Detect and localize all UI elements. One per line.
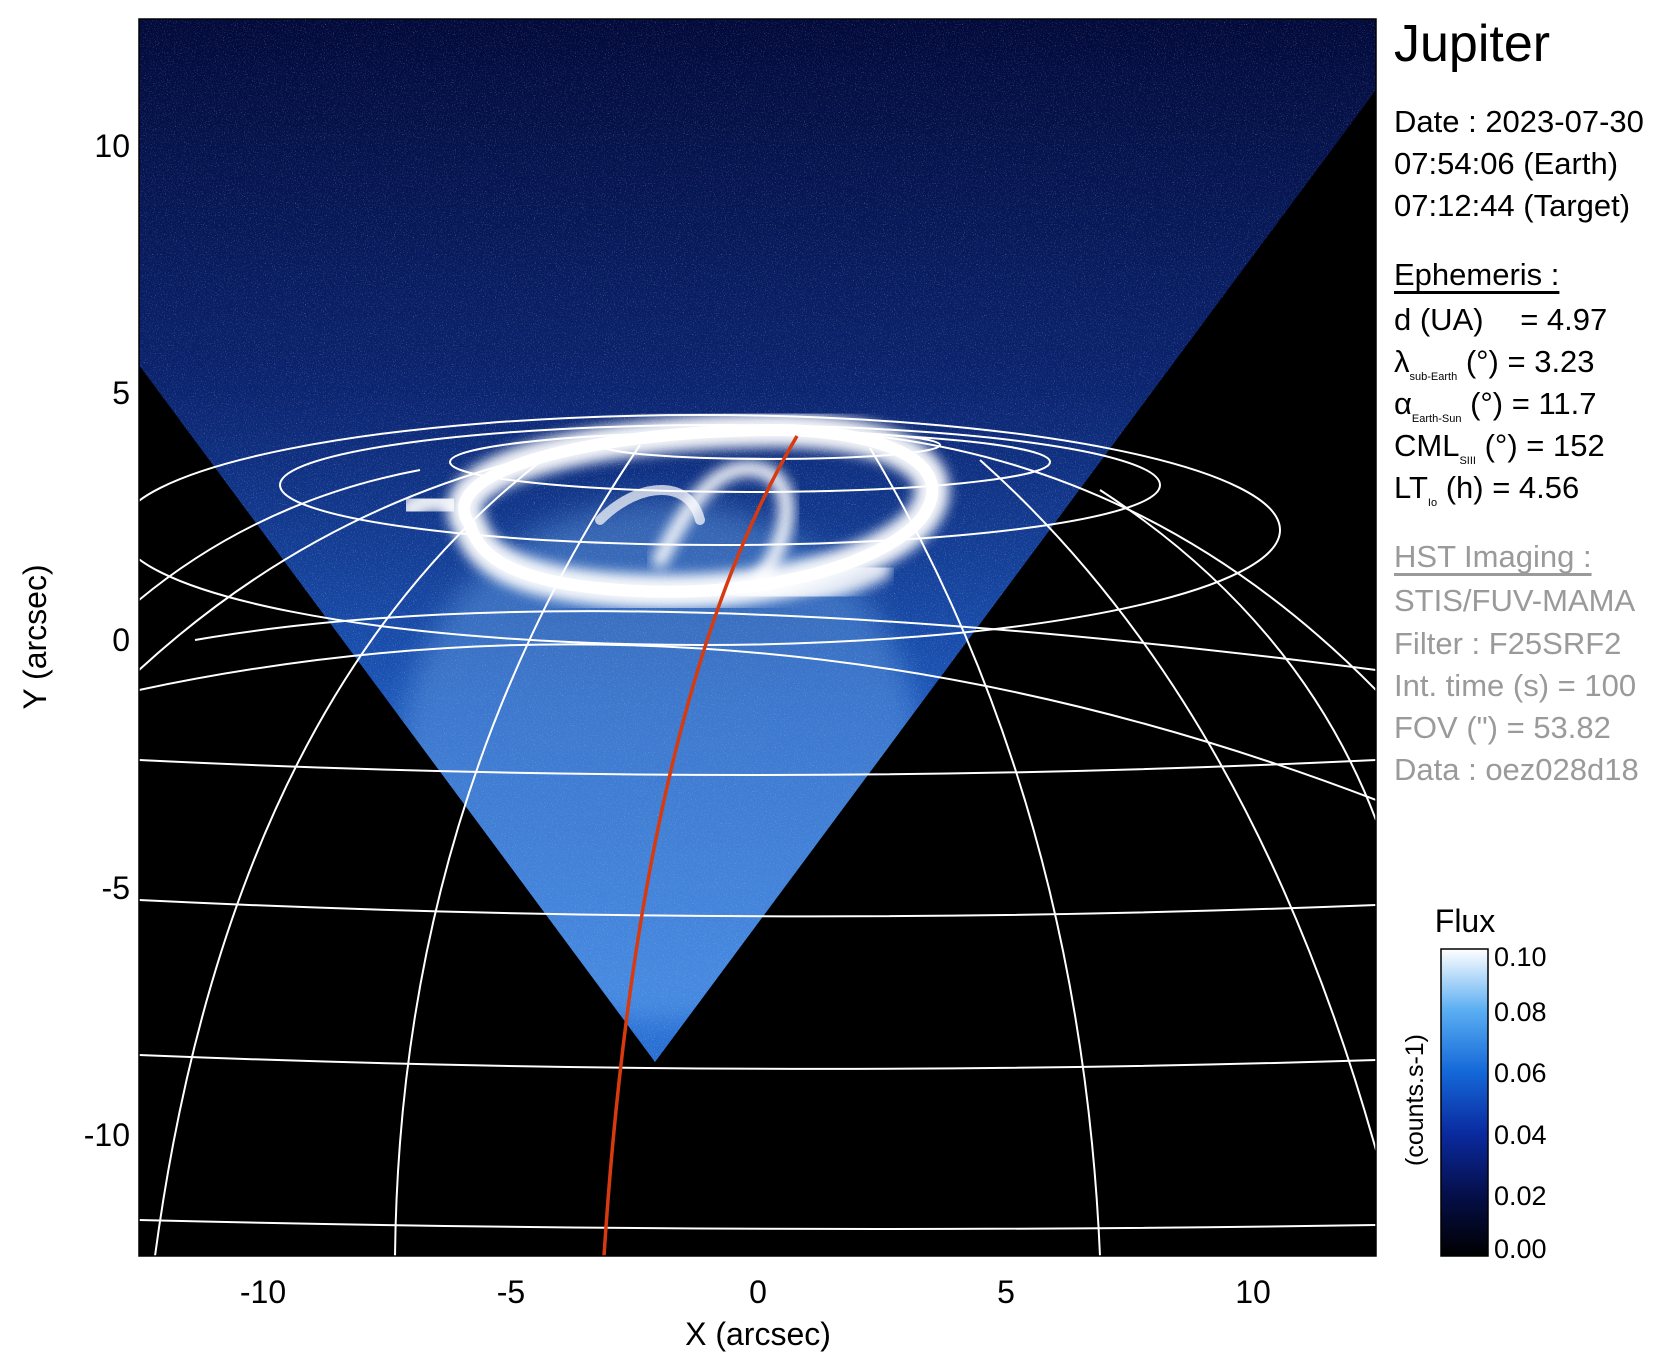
integration-time: Int. time (s) = 100 <box>1394 668 1637 703</box>
y-tick-label: 5 <box>112 375 130 411</box>
distance-label: d (UA) <box>1394 302 1484 337</box>
x-axis-label: X (arcsec) <box>685 1316 831 1352</box>
target-title: Jupiter <box>1394 15 1551 73</box>
colorbar-title: Flux <box>1435 903 1495 939</box>
colorbar-gradient <box>1440 948 1489 1257</box>
phase-angle-row: αEarth-Sun (°) = 11.7 <box>1394 386 1597 425</box>
distance-value: = 4.97 <box>1520 302 1608 337</box>
earth-time: 07:54:06 (Earth) <box>1394 146 1619 181</box>
lt-value: (h) = 4.56 <box>1445 470 1580 505</box>
cml-row: CMLSIII (°) = 152 <box>1394 428 1605 467</box>
target-time: 07:12:44 (Target) <box>1394 188 1631 223</box>
ephemeris-header: Ephemeris : <box>1394 257 1560 292</box>
colorbar-tick-label: 0.08 <box>1494 997 1547 1027</box>
observation-date: Date : 2023-07-30 <box>1394 104 1644 139</box>
sub-earth-latitude-row: λsub-Earth (°) = 3.23 <box>1394 344 1595 383</box>
colorbar-tick-label: 0.02 <box>1494 1181 1547 1211</box>
colorbar-tick-label: 0.00 <box>1494 1234 1547 1264</box>
x-axis: -10 -5 0 5 10 X (arcsec) <box>240 1274 1271 1352</box>
lambda-subscript: sub-Earth <box>1409 371 1458 383</box>
cml-value: (°) = 152 <box>1484 428 1605 463</box>
data-id: Data : oez028d18 <box>1394 752 1639 787</box>
instrument: STIS/FUV-MAMA <box>1394 583 1636 618</box>
colorbar-tick-label: 0.10 <box>1494 942 1547 972</box>
field-of-view: FOV (") = 53.82 <box>1394 710 1611 745</box>
y-tick-label: 0 <box>112 622 130 658</box>
y-tick-label: -5 <box>102 870 130 906</box>
y-axis: 10 5 0 -5 -10 Y (arcsec) <box>17 128 130 1153</box>
y-axis-label: Y (arcsec) <box>17 564 53 709</box>
colorbar-tick-label: 0.06 <box>1494 1058 1547 1088</box>
alpha-subscript: Earth-Sun <box>1411 413 1462 425</box>
alpha-value: (°) = 11.7 <box>1470 386 1597 421</box>
y-tick-label: -10 <box>84 1117 130 1153</box>
filter: Filter : F25SRF2 <box>1394 626 1622 661</box>
y-tick-label: 10 <box>94 128 130 164</box>
latitude-longitude-grid <box>139 414 1376 1256</box>
image-plot <box>139 19 1376 1256</box>
x-tick-label: 0 <box>749 1274 767 1310</box>
lambda-value: (°) = 3.23 <box>1465 344 1595 379</box>
lambda-symbol: λ <box>1394 344 1410 379</box>
local-time-row: LTIo (h) = 4.56 <box>1394 470 1580 509</box>
central-meridian-line <box>602 435 799 1256</box>
plot-frame <box>138 18 1377 1257</box>
cml-label: CML <box>1394 428 1460 463</box>
colorbar-tick-label: 0.04 <box>1494 1120 1547 1150</box>
x-tick-label: -5 <box>497 1274 525 1310</box>
cml-subscript: SIII <box>1459 455 1476 467</box>
hst-imaging-header: HST Imaging : <box>1394 539 1592 574</box>
lt-subscript: Io <box>1427 497 1438 509</box>
distance-row: d (UA) = 4.97 <box>1394 302 1607 338</box>
x-tick-label: 5 <box>997 1274 1015 1310</box>
colorbar: Flux 0.10 0.08 0.06 0.04 0.02 0.00 (coun… <box>1401 903 1547 1264</box>
x-tick-label: -10 <box>240 1274 286 1310</box>
lt-label: LT <box>1394 470 1428 505</box>
alpha-symbol: α <box>1394 386 1412 421</box>
colorbar-unit-label: (counts.s-1) <box>1401 1034 1429 1166</box>
x-tick-label: 10 <box>1235 1274 1271 1310</box>
